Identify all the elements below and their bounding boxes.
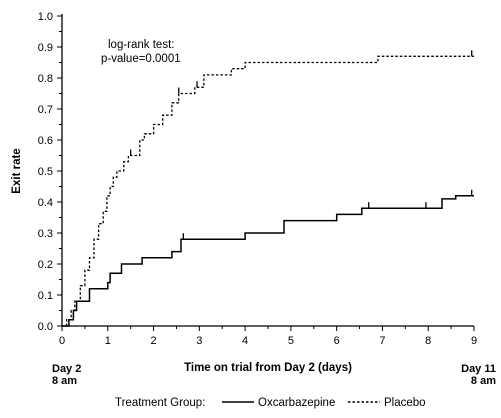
y-tick-label: 0.1 (38, 290, 53, 302)
x-tick-label: 3 (196, 335, 202, 347)
log-rank-annotation-line: p-value=0.0001 (101, 53, 181, 65)
start-day-label-line: 8 am (52, 375, 77, 387)
y-axis-title: Exit rate (11, 148, 23, 193)
x-tick-label: 1 (105, 335, 111, 347)
annotation-layer: log-rank test: p-value=0.0001 (101, 39, 181, 65)
plot-axes: 0.0 0.1 0.2 0.3 0.4 0.5 0.6 0.7 0.8 0.9 1.0 0 1 2 3 4 5 6… (11, 11, 496, 387)
y-tick-label: 0.5 (38, 166, 53, 178)
x-tick-label: 0 (59, 335, 65, 347)
series-line-oxcarbazepine (62, 195, 474, 327)
x-tick-label: 5 (288, 335, 294, 347)
series-line-placebo (62, 55, 474, 327)
x-tick-label: 2 (150, 335, 156, 347)
end-day-label: Day 11 8 am (461, 363, 496, 387)
legend-title: Treatment Group: (115, 397, 205, 409)
y-tick-label: 0.6 (38, 135, 53, 147)
y-tick-label: 0.3 (38, 228, 53, 240)
x-axis-title: Time on trial from Day 2 (days) (184, 362, 352, 374)
x-tick-label: 6 (334, 335, 340, 347)
y-tick-label: 0.4 (38, 197, 53, 209)
legend-label-oxcarbazepine: Oxcarbazepine (258, 397, 335, 409)
y-tick-label: 1.0 (38, 11, 53, 23)
y-tick-label: 0.7 (38, 104, 53, 116)
end-day-label-line: 8 am (471, 375, 496, 387)
legend: Treatment Group: Oxcarbazepine Placebo (115, 397, 426, 409)
start-day-label-line: Day 2 (52, 363, 81, 375)
end-day-label-line: Day 11 (461, 363, 496, 375)
series-layer (62, 50, 474, 327)
x-tick-label: 9 (471, 335, 477, 347)
x-tick-label: 4 (242, 335, 248, 347)
log-rank-annotation-line: log-rank test: (108, 39, 174, 51)
x-tick-label: 7 (379, 335, 385, 347)
x-tick-label: 8 (425, 335, 431, 347)
y-tick-label: 0.8 (38, 73, 53, 85)
legend-label-placebo: Placebo (384, 397, 426, 409)
y-tick-label: 0.0 (38, 321, 53, 333)
y-tick-label: 0.2 (38, 259, 53, 271)
y-tick-label: 0.9 (38, 42, 53, 54)
